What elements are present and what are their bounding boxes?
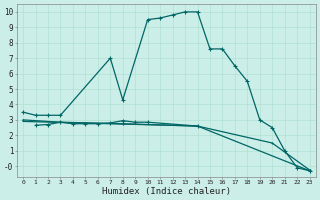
X-axis label: Humidex (Indice chaleur): Humidex (Indice chaleur) [102, 187, 231, 196]
